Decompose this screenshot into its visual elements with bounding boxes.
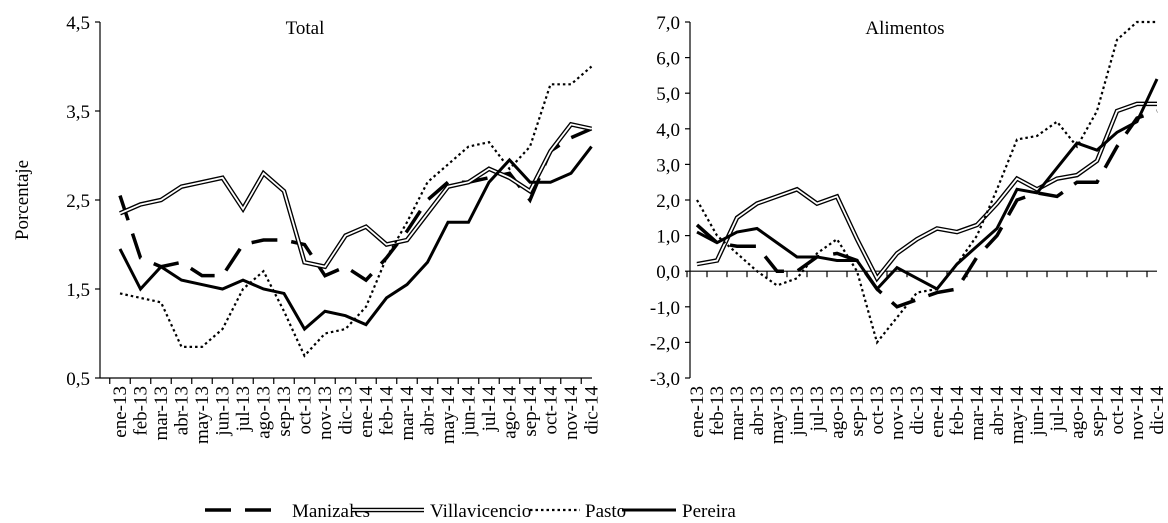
- x-tick-label: jul-13: [807, 386, 828, 432]
- legend-label: Pereira: [682, 501, 736, 522]
- x-tick-label: jun-14: [1027, 386, 1048, 437]
- y-tick-label: -2,0: [650, 333, 680, 354]
- y-tick-label: 5,0: [656, 84, 680, 105]
- y-axis-label: Porcentaje: [12, 160, 33, 240]
- line-pasto: [119, 65, 593, 358]
- x-tick-label: oct-13: [867, 386, 888, 435]
- line-pereira: [118, 145, 593, 332]
- x-tick-label: may-14: [1007, 386, 1028, 445]
- x-tick-label: abr-14: [987, 386, 1008, 436]
- x-tick-label: ene-14: [356, 386, 377, 438]
- x-tick-label: jul-14: [1047, 386, 1068, 433]
- y-tick-label: 2,5: [66, 191, 90, 212]
- x-tick-label: ago-13: [254, 386, 275, 439]
- x-tick-label: may-14: [438, 386, 459, 445]
- x-tick-label: abr-13: [172, 386, 193, 435]
- x-tick-label: dic-13: [336, 386, 357, 435]
- legend-label: Villavicencio: [430, 501, 531, 522]
- y-tick-label: 6,0: [656, 49, 680, 70]
- x-tick-label: mar-14: [397, 386, 418, 441]
- x-tick-label: mar-14: [967, 386, 988, 441]
- panel-title: Alimentos: [865, 18, 944, 39]
- y-tick-label: 7,0: [656, 13, 680, 34]
- y-tick-label: 4,5: [66, 13, 90, 34]
- line-pereira: [696, 78, 1159, 292]
- legend-label: Manizales: [292, 501, 370, 522]
- x-tick-label: mar-13: [727, 386, 748, 441]
- x-tick-label: dic-14: [582, 386, 603, 435]
- x-tick-label: dic-13: [907, 386, 928, 435]
- x-tick-label: oct-14: [541, 386, 562, 435]
- legend-label: Pasto: [585, 501, 626, 522]
- x-tick-label: ago-13: [827, 386, 848, 439]
- x-tick-label: sep-13: [847, 386, 868, 437]
- y-tick-label: 2,0: [656, 191, 680, 212]
- y-tick-label: 0,5: [66, 369, 90, 390]
- y-tick-label: 1,0: [656, 227, 680, 248]
- x-tick-label: abr-14: [418, 386, 439, 436]
- line-manizales: [695, 109, 1158, 309]
- x-tick-label: feb-13: [707, 386, 728, 436]
- line-inner: [696, 102, 1157, 280]
- y-tick-label: -3,0: [650, 369, 680, 390]
- y-tick-label: 4,0: [656, 120, 680, 141]
- x-tick-label: ene-14: [927, 386, 948, 438]
- line-villavicencio: [696, 101, 1157, 283]
- x-tick-label: jul-13: [233, 386, 254, 432]
- x-tick-label: jun-14: [459, 386, 480, 437]
- y-tick-label: 1,5: [66, 280, 90, 301]
- x-tick-label: abr-13: [747, 386, 768, 435]
- x-tick-label: jun-13: [213, 386, 234, 437]
- x-tick-label: jul-14: [479, 386, 500, 433]
- x-tick-label: nov-13: [887, 386, 908, 440]
- x-tick-label: sep-14: [520, 386, 541, 437]
- x-tick-label: sep-14: [1087, 386, 1108, 437]
- x-tick-label: jun-13: [787, 386, 808, 437]
- x-tick-label: nov-14: [561, 386, 582, 440]
- panel-title: Total: [286, 18, 325, 39]
- x-tick-label: oct-14: [1107, 386, 1128, 435]
- x-tick-label: oct-13: [295, 386, 316, 435]
- x-tick-label: feb-13: [131, 386, 152, 436]
- line-manizales: [118, 127, 593, 283]
- y-tick-label: 3,0: [656, 155, 680, 176]
- line-villavicencio: [119, 121, 592, 270]
- x-tick-label: dic-14: [1147, 386, 1168, 435]
- x-tick-label: sep-13: [274, 386, 295, 437]
- x-tick-label: ene-13: [110, 386, 131, 438]
- x-tick-label: ago-14: [500, 386, 521, 439]
- x-tick-label: feb-14: [377, 386, 398, 436]
- y-tick-label: 0,0: [656, 262, 680, 283]
- x-tick-label: nov-13: [315, 386, 336, 440]
- x-tick-label: feb-14: [947, 386, 968, 436]
- y-tick-label: -1,0: [650, 298, 680, 319]
- line-inner: [119, 123, 592, 268]
- x-tick-label: nov-14: [1127, 386, 1148, 440]
- x-tick-label: ene-13: [687, 386, 708, 438]
- x-tick-label: mar-13: [151, 386, 172, 441]
- x-tick-label: may-13: [192, 386, 213, 444]
- y-tick-label: 3,5: [66, 102, 90, 123]
- x-tick-label: may-13: [767, 386, 788, 444]
- x-tick-label: ago-14: [1067, 386, 1088, 439]
